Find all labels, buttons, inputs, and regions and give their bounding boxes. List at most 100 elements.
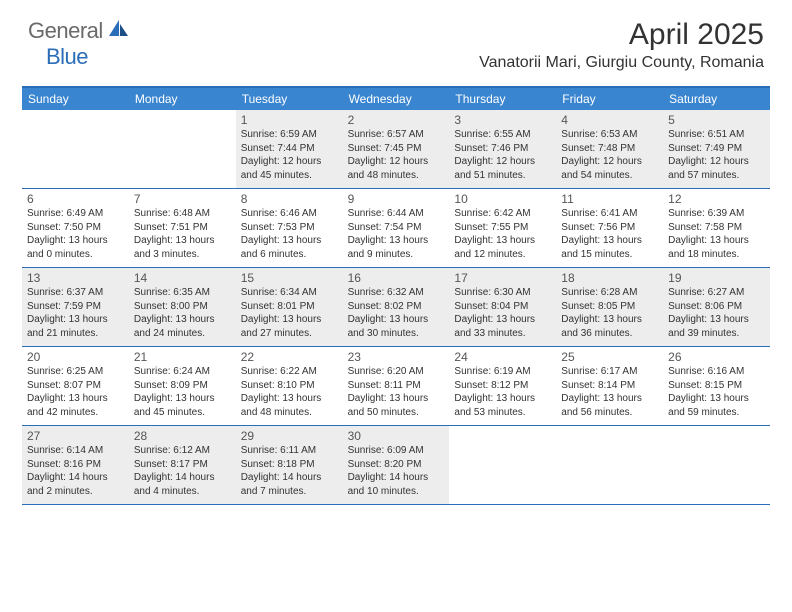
header: General Blue April 2025 Vanatorii Mari, … — [0, 0, 792, 78]
day-number: 24 — [454, 350, 551, 364]
day-info: Sunrise: 6:46 AMSunset: 7:53 PMDaylight:… — [241, 207, 338, 261]
day-cell: 24Sunrise: 6:19 AMSunset: 8:12 PMDayligh… — [449, 347, 556, 425]
day-cell: 6Sunrise: 6:49 AMSunset: 7:50 PMDaylight… — [22, 189, 129, 267]
day-number: 26 — [668, 350, 765, 364]
day-cell: 30Sunrise: 6:09 AMSunset: 8:20 PMDayligh… — [343, 426, 450, 504]
day-info: Sunrise: 6:49 AMSunset: 7:50 PMDaylight:… — [27, 207, 124, 261]
day-number: 4 — [561, 113, 658, 127]
empty-cell — [449, 426, 556, 504]
day-cell: 19Sunrise: 6:27 AMSunset: 8:06 PMDayligh… — [663, 268, 770, 346]
weeks-container: 1Sunrise: 6:59 AMSunset: 7:44 PMDaylight… — [22, 110, 770, 505]
day-info: Sunrise: 6:53 AMSunset: 7:48 PMDaylight:… — [561, 128, 658, 182]
day-cell: 22Sunrise: 6:22 AMSunset: 8:10 PMDayligh… — [236, 347, 343, 425]
day-number: 14 — [134, 271, 231, 285]
day-info: Sunrise: 6:44 AMSunset: 7:54 PMDaylight:… — [348, 207, 445, 261]
week-row: 6Sunrise: 6:49 AMSunset: 7:50 PMDaylight… — [22, 189, 770, 268]
day-number: 17 — [454, 271, 551, 285]
day-cell: 26Sunrise: 6:16 AMSunset: 8:15 PMDayligh… — [663, 347, 770, 425]
calendar: SundayMondayTuesdayWednesdayThursdayFrid… — [22, 86, 770, 505]
day-info: Sunrise: 6:42 AMSunset: 7:55 PMDaylight:… — [454, 207, 551, 261]
day-header-cell: Wednesday — [343, 88, 450, 110]
logo-text-blue: Blue — [46, 44, 88, 69]
day-info: Sunrise: 6:32 AMSunset: 8:02 PMDaylight:… — [348, 286, 445, 340]
day-header-cell: Monday — [129, 88, 236, 110]
month-title: April 2025 — [479, 18, 764, 52]
day-number: 10 — [454, 192, 551, 206]
week-row: 20Sunrise: 6:25 AMSunset: 8:07 PMDayligh… — [22, 347, 770, 426]
day-number: 12 — [668, 192, 765, 206]
day-cell: 25Sunrise: 6:17 AMSunset: 8:14 PMDayligh… — [556, 347, 663, 425]
day-header-row: SundayMondayTuesdayWednesdayThursdayFrid… — [22, 88, 770, 110]
day-cell: 16Sunrise: 6:32 AMSunset: 8:02 PMDayligh… — [343, 268, 450, 346]
day-cell: 27Sunrise: 6:14 AMSunset: 8:16 PMDayligh… — [22, 426, 129, 504]
day-cell: 17Sunrise: 6:30 AMSunset: 8:04 PMDayligh… — [449, 268, 556, 346]
day-number: 9 — [348, 192, 445, 206]
day-info: Sunrise: 6:30 AMSunset: 8:04 PMDaylight:… — [454, 286, 551, 340]
day-number: 16 — [348, 271, 445, 285]
day-info: Sunrise: 6:24 AMSunset: 8:09 PMDaylight:… — [134, 365, 231, 419]
day-info: Sunrise: 6:17 AMSunset: 8:14 PMDaylight:… — [561, 365, 658, 419]
day-info: Sunrise: 6:16 AMSunset: 8:15 PMDaylight:… — [668, 365, 765, 419]
logo-text-block: General Blue — [28, 18, 131, 70]
day-info: Sunrise: 6:20 AMSunset: 8:11 PMDaylight:… — [348, 365, 445, 419]
day-cell: 3Sunrise: 6:55 AMSunset: 7:46 PMDaylight… — [449, 110, 556, 188]
day-info: Sunrise: 6:09 AMSunset: 8:20 PMDaylight:… — [348, 444, 445, 498]
day-cell: 10Sunrise: 6:42 AMSunset: 7:55 PMDayligh… — [449, 189, 556, 267]
day-number: 6 — [27, 192, 124, 206]
day-number: 28 — [134, 429, 231, 443]
empty-cell — [663, 426, 770, 504]
day-info: Sunrise: 6:35 AMSunset: 8:00 PMDaylight:… — [134, 286, 231, 340]
day-cell: 5Sunrise: 6:51 AMSunset: 7:49 PMDaylight… — [663, 110, 770, 188]
day-cell: 20Sunrise: 6:25 AMSunset: 8:07 PMDayligh… — [22, 347, 129, 425]
week-row: 13Sunrise: 6:37 AMSunset: 7:59 PMDayligh… — [22, 268, 770, 347]
day-number: 25 — [561, 350, 658, 364]
day-info: Sunrise: 6:39 AMSunset: 7:58 PMDaylight:… — [668, 207, 765, 261]
day-cell: 8Sunrise: 6:46 AMSunset: 7:53 PMDaylight… — [236, 189, 343, 267]
day-number: 22 — [241, 350, 338, 364]
day-info: Sunrise: 6:51 AMSunset: 7:49 PMDaylight:… — [668, 128, 765, 182]
day-number: 23 — [348, 350, 445, 364]
day-info: Sunrise: 6:25 AMSunset: 8:07 PMDaylight:… — [27, 365, 124, 419]
day-header-cell: Thursday — [449, 88, 556, 110]
day-cell: 4Sunrise: 6:53 AMSunset: 7:48 PMDaylight… — [556, 110, 663, 188]
day-cell: 15Sunrise: 6:34 AMSunset: 8:01 PMDayligh… — [236, 268, 343, 346]
day-cell: 18Sunrise: 6:28 AMSunset: 8:05 PMDayligh… — [556, 268, 663, 346]
day-info: Sunrise: 6:48 AMSunset: 7:51 PMDaylight:… — [134, 207, 231, 261]
day-cell: 21Sunrise: 6:24 AMSunset: 8:09 PMDayligh… — [129, 347, 236, 425]
day-number: 8 — [241, 192, 338, 206]
day-info: Sunrise: 6:19 AMSunset: 8:12 PMDaylight:… — [454, 365, 551, 419]
day-cell: 23Sunrise: 6:20 AMSunset: 8:11 PMDayligh… — [343, 347, 450, 425]
day-number: 18 — [561, 271, 658, 285]
day-number: 11 — [561, 192, 658, 206]
day-info: Sunrise: 6:22 AMSunset: 8:10 PMDaylight:… — [241, 365, 338, 419]
day-info: Sunrise: 6:12 AMSunset: 8:17 PMDaylight:… — [134, 444, 231, 498]
day-number: 7 — [134, 192, 231, 206]
day-info: Sunrise: 6:14 AMSunset: 8:16 PMDaylight:… — [27, 444, 124, 498]
logo-text-general: General — [28, 18, 103, 43]
logo: General Blue — [28, 18, 131, 70]
day-header-cell: Sunday — [22, 88, 129, 110]
empty-cell — [129, 110, 236, 188]
logo-sail-icon — [107, 18, 131, 43]
day-number: 20 — [27, 350, 124, 364]
day-number: 27 — [27, 429, 124, 443]
day-cell: 11Sunrise: 6:41 AMSunset: 7:56 PMDayligh… — [556, 189, 663, 267]
day-number: 1 — [241, 113, 338, 127]
day-cell: 28Sunrise: 6:12 AMSunset: 8:17 PMDayligh… — [129, 426, 236, 504]
day-cell: 12Sunrise: 6:39 AMSunset: 7:58 PMDayligh… — [663, 189, 770, 267]
title-block: April 2025 Vanatorii Mari, Giurgiu Count… — [479, 18, 764, 72]
day-number: 5 — [668, 113, 765, 127]
day-info: Sunrise: 6:27 AMSunset: 8:06 PMDaylight:… — [668, 286, 765, 340]
day-cell: 14Sunrise: 6:35 AMSunset: 8:00 PMDayligh… — [129, 268, 236, 346]
day-number: 13 — [27, 271, 124, 285]
day-info: Sunrise: 6:41 AMSunset: 7:56 PMDaylight:… — [561, 207, 658, 261]
day-number: 19 — [668, 271, 765, 285]
day-cell: 13Sunrise: 6:37 AMSunset: 7:59 PMDayligh… — [22, 268, 129, 346]
day-number: 3 — [454, 113, 551, 127]
day-cell: 2Sunrise: 6:57 AMSunset: 7:45 PMDaylight… — [343, 110, 450, 188]
day-number: 29 — [241, 429, 338, 443]
day-cell: 9Sunrise: 6:44 AMSunset: 7:54 PMDaylight… — [343, 189, 450, 267]
week-row: 27Sunrise: 6:14 AMSunset: 8:16 PMDayligh… — [22, 426, 770, 505]
day-info: Sunrise: 6:34 AMSunset: 8:01 PMDaylight:… — [241, 286, 338, 340]
week-row: 1Sunrise: 6:59 AMSunset: 7:44 PMDaylight… — [22, 110, 770, 189]
